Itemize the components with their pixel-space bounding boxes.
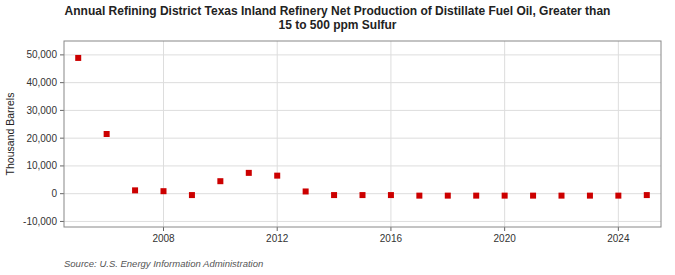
point [559,193,565,199]
tick-label: 20,000 [26,133,57,144]
point [502,193,508,199]
grid-line [504,41,505,227]
point [587,193,593,199]
grid-line [277,41,278,227]
tick [277,227,278,231]
tick [60,54,64,55]
tick [163,227,164,231]
point [360,192,366,198]
tick [60,110,64,111]
point [274,173,280,179]
tick-label: 10,000 [26,160,57,171]
point [331,192,337,198]
point [75,55,81,61]
tick [60,138,64,139]
axes: -10,000 0 10,000 20,000 30,000 40,000 50,000 20… [23,41,661,244]
grid-line [64,165,661,166]
point [473,193,479,199]
tick [60,82,64,83]
point [132,187,138,193]
point [303,188,309,194]
tick [390,227,391,231]
grid-line [64,82,661,83]
tick-label: 30,000 [26,105,57,116]
tick [60,165,64,166]
tick-label: 2008 [152,233,175,244]
source: Source: U.S. Energy Information Administ… [64,258,263,269]
point [530,193,536,199]
tick [504,227,505,231]
point [388,192,394,198]
title: Annual Refining District Texas Inland Re… [65,4,611,32]
y-axis-label: Thousand Barrels [4,93,16,176]
points [75,55,650,199]
point [445,193,451,199]
tick [60,221,64,222]
point [104,131,110,137]
tick-label: 0 [51,188,57,199]
tick-label: 2012 [266,233,289,244]
grid-line [64,54,661,55]
point [161,188,167,194]
point [416,193,422,199]
tick-label: 2016 [380,233,403,244]
point [615,193,621,199]
tick-label: 40,000 [26,77,57,88]
tick [60,193,64,194]
grid-line [163,41,164,227]
point [644,192,650,198]
tick-label: 2020 [494,233,517,244]
tick-label: -10,000 [23,216,57,227]
grid-line [618,41,619,227]
grid-line [64,221,661,222]
tick [618,227,619,231]
grid-line [390,41,391,227]
point [189,192,195,198]
grid-line [64,110,661,111]
point [217,178,223,184]
grid-line [64,138,661,139]
point [246,170,252,176]
chart: Annual Refining District Texas Inland Re… [0,0,675,275]
plot-frame [64,41,661,227]
tick-label: 2024 [607,233,630,244]
tick-label: 50,000 [26,49,57,60]
